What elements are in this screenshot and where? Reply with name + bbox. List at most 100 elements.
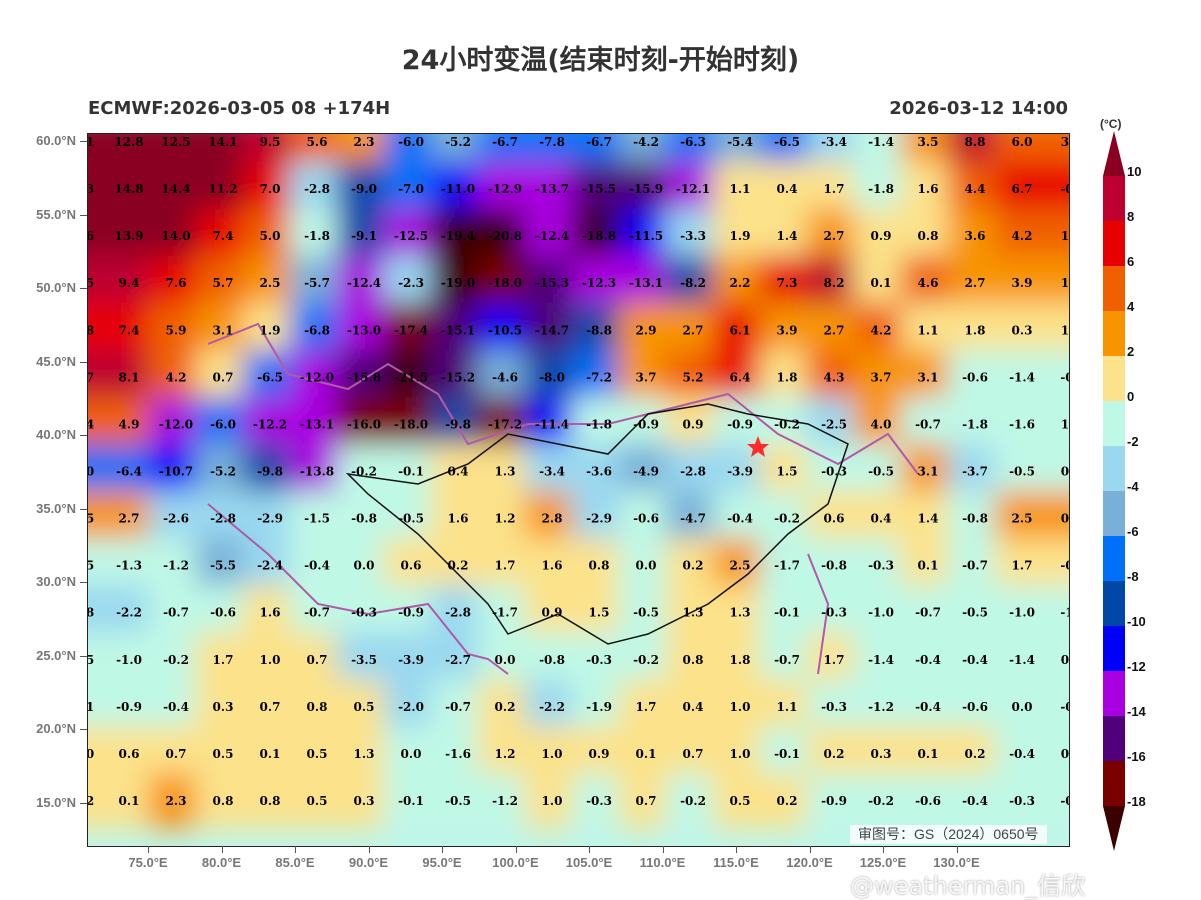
- value-label: 1.7: [213, 653, 234, 667]
- value-label: -9.0: [351, 182, 377, 196]
- value-label: 0.8: [589, 559, 610, 573]
- value-label: 3.1: [918, 370, 939, 384]
- latitude-label: 40.0°N: [36, 427, 76, 442]
- value-label-partial: -0: [1060, 794, 1069, 808]
- field-cell: [618, 302, 674, 358]
- value-label: -1.7: [492, 606, 518, 620]
- field-cell: [524, 538, 580, 594]
- field-cell: [947, 302, 1003, 358]
- value-label: -11.5: [629, 229, 663, 243]
- value-label: -0.2: [163, 653, 189, 667]
- value-label: -2.9: [257, 512, 283, 526]
- value-label: -0.3: [1009, 794, 1035, 808]
- value-label: 0.7: [307, 653, 328, 667]
- field-cell: [853, 491, 909, 547]
- value-label: -0.5: [962, 606, 988, 620]
- field-cell: [618, 396, 674, 452]
- map-canvas: 112.812.514.19.55.62.3-6.0-5.2-6.7-7.8-6…: [88, 134, 1069, 829]
- value-label-partial: 0.: [1061, 747, 1069, 761]
- field-cell: [336, 208, 392, 264]
- value-label: -0.4: [727, 512, 753, 526]
- field-cell: [853, 349, 909, 405]
- field-cell: [336, 679, 392, 735]
- latitude-tick: [80, 214, 87, 216]
- field-cell: [148, 302, 204, 358]
- value-label: 4.9: [119, 417, 140, 431]
- field-cell: [806, 208, 862, 264]
- map-title: 24小时变温(结束时刻-开始时刻): [401, 45, 800, 76]
- value-label: -0.9: [398, 606, 424, 620]
- value-label: -18.0: [394, 417, 428, 431]
- value-label: 2.2: [730, 276, 751, 290]
- value-label-partial: 1.: [1061, 229, 1069, 243]
- longitude-tick: [589, 846, 590, 853]
- field-cell: [665, 349, 721, 405]
- value-label: -0.1: [774, 747, 800, 761]
- colorbar-segment: [1103, 311, 1125, 356]
- value-label: 0.5: [730, 794, 751, 808]
- value-label: -0.4: [163, 700, 189, 714]
- value-label: 6.7: [1012, 182, 1033, 196]
- value-label: -0.7: [915, 606, 941, 620]
- field-cell: [1041, 585, 1069, 641]
- red-star-icon: [747, 436, 769, 457]
- temperature-change-map: 112.812.514.19.55.62.3-6.0-5.2-6.7-7.8-6…: [87, 133, 1070, 847]
- field-cell: [524, 726, 580, 782]
- value-label: 1.9: [730, 229, 751, 243]
- field-cell: [383, 585, 439, 641]
- field-cell: [101, 773, 157, 829]
- value-label-partial: 2: [88, 794, 94, 808]
- longitude-label: 105.0°E: [565, 855, 613, 870]
- value-label: -9.8: [445, 417, 471, 431]
- colorbar-label: 10: [1127, 164, 1142, 179]
- value-label: 0.6: [119, 747, 140, 761]
- value-label: -0.1: [398, 794, 424, 808]
- field-cell: [148, 632, 204, 688]
- field-cell: [336, 161, 392, 217]
- latitude-label: 35.0°N: [36, 500, 76, 516]
- field-cell: [195, 773, 251, 829]
- value-label: 2.9: [636, 323, 657, 337]
- field-cell: [1041, 255, 1069, 311]
- value-label: -6.7: [586, 135, 612, 149]
- value-label: 0.3: [213, 700, 234, 714]
- field-cell: [1041, 443, 1069, 500]
- field-cell: [665, 773, 721, 829]
- field-cell: [242, 632, 298, 688]
- value-label: -12.2: [253, 417, 287, 431]
- value-label: -0.6: [633, 512, 659, 526]
- field-cell: [618, 773, 674, 829]
- field-cell: [1041, 491, 1069, 547]
- colorbar-segment: [1103, 626, 1125, 671]
- value-label: 0.1: [918, 747, 939, 761]
- colorbar-segment: [1103, 491, 1125, 536]
- field-cell: [242, 302, 298, 358]
- field-cell: [1041, 632, 1069, 688]
- value-label-partial: 1: [88, 135, 94, 149]
- value-label: -0.8: [539, 653, 565, 667]
- value-label: 1.6: [918, 182, 939, 196]
- value-label: -1.0: [1009, 606, 1035, 620]
- value-label: 1.3: [730, 606, 751, 620]
- field-cell: [477, 396, 533, 452]
- longitude-label: 75.0°E: [128, 855, 168, 870]
- value-label-partial: 0: [88, 747, 94, 761]
- field-cell: [712, 491, 768, 547]
- value-label: 3.1: [918, 464, 939, 478]
- latitude-tick: [80, 582, 87, 583]
- field-cell: [289, 585, 345, 641]
- value-label: 2.8: [542, 512, 563, 526]
- field-cell: [665, 585, 721, 641]
- value-label: 0.3: [871, 747, 892, 761]
- value-label: 1.3: [495, 464, 516, 478]
- value-label: -18.8: [582, 229, 616, 243]
- colorbar-segment: [1103, 716, 1125, 761]
- field-cell: [853, 585, 909, 641]
- value-label: 0.7: [260, 700, 281, 714]
- value-label: -1.2: [868, 700, 894, 714]
- value-label: 0.2: [683, 559, 704, 573]
- value-label-partial: 3: [88, 182, 94, 196]
- field-cell: [195, 349, 251, 405]
- value-label-partial: 7: [88, 370, 94, 384]
- value-label: 0.9: [542, 606, 563, 620]
